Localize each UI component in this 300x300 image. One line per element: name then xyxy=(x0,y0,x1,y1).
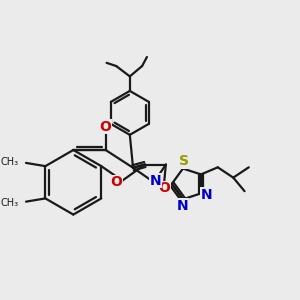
Text: N: N xyxy=(201,188,213,202)
Text: O: O xyxy=(100,120,112,134)
Text: CH₃: CH₃ xyxy=(1,198,19,208)
Text: CH₃: CH₃ xyxy=(1,157,19,167)
Text: N: N xyxy=(177,199,189,213)
Text: O: O xyxy=(158,182,170,195)
Text: S: S xyxy=(178,154,189,168)
Text: N: N xyxy=(150,174,162,188)
Text: O: O xyxy=(110,175,122,189)
